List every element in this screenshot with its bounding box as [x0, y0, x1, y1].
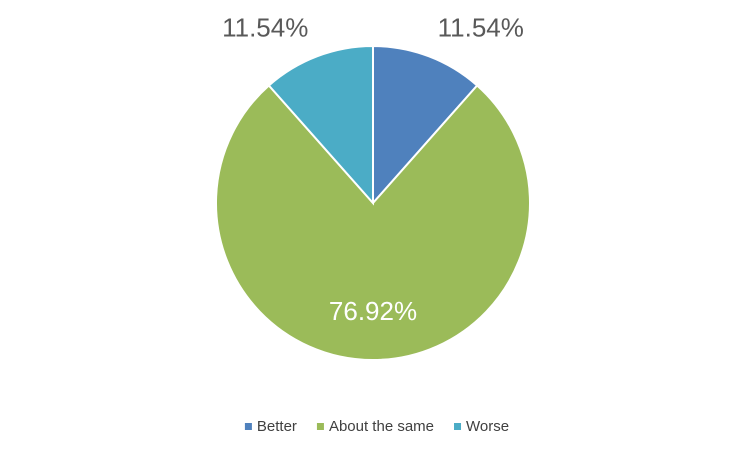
pie-slice [372, 44, 479, 206]
legend-label: Better [257, 418, 297, 435]
legend-swatch [454, 423, 462, 430]
legend-label: About the same [329, 418, 434, 435]
legend-swatch [244, 423, 252, 430]
data-label: 11.54% [438, 12, 524, 42]
legend-swatch [316, 423, 324, 430]
data-label: 11.54% [222, 12, 308, 42]
pie-slice [215, 84, 531, 361]
legend-label: Worse [466, 418, 509, 435]
data-label: 76.92% [329, 296, 417, 326]
pie-slice [267, 44, 374, 206]
